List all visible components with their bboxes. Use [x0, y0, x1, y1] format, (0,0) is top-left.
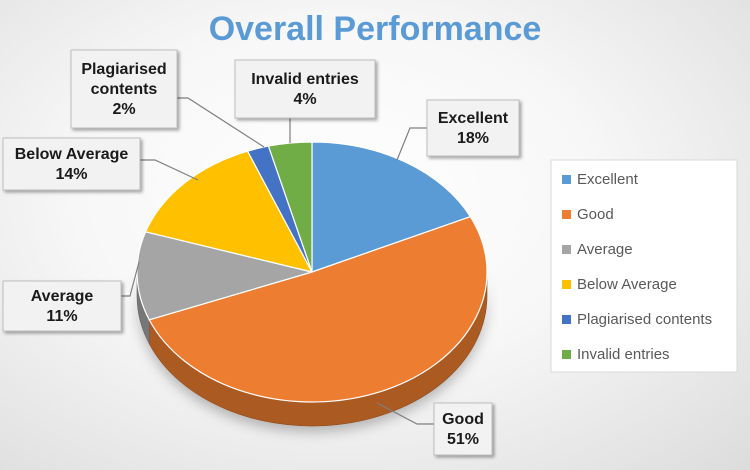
data-label-box [70, 49, 178, 129]
legend-swatch [562, 315, 571, 324]
legend-item-average: Average [562, 241, 633, 258]
chart-title: Overall Performance [209, 10, 542, 48]
data-label-value: 51% [447, 431, 479, 448]
legend-item-excellent: Excellent [562, 171, 639, 188]
data-label-category: Invalid entries [251, 71, 359, 88]
data-label-good: Good 51% [433, 402, 493, 456]
pie-slice-invalid-entries [267, 141, 313, 273]
legend-label: Plagiarised contents [577, 311, 712, 328]
data-label-category: contents [91, 81, 158, 98]
legend-label: Below Average [577, 276, 677, 293]
pie-slice-below-average [144, 150, 313, 273]
legend-item-below-average: Below Average [562, 276, 677, 293]
legend-swatch [562, 175, 571, 184]
pie-slice-excellent [311, 141, 471, 273]
data-label-box [2, 280, 122, 332]
leader-line-good [376, 402, 434, 425]
data-label-box [234, 59, 376, 119]
legend: Excellent Good Average Below Average Plagiar… [550, 159, 738, 373]
data-label-value: 11% [46, 308, 77, 325]
legend-swatch [562, 210, 571, 219]
data-label-category: Good [442, 411, 484, 428]
legend-swatch [562, 245, 571, 254]
leader-lines [121, 97, 434, 425]
data-label-invalid-entries: Invalid entries 4% [234, 59, 376, 119]
data-label-box [433, 402, 493, 456]
data-label-average: Average 11% [2, 280, 122, 332]
legend-item-plagiarised-contents: Plagiarised contents [562, 311, 712, 328]
leader-line-below-average [140, 159, 199, 181]
legend-swatch [562, 280, 571, 289]
data-label-box [2, 137, 141, 191]
legend-item-good: Good [562, 206, 614, 223]
data-label-excellent: Excellent 18% [426, 99, 520, 157]
leader-line-average [121, 261, 140, 297]
data-label-value: 4% [293, 91, 316, 108]
data-labels: Excellent 18% Good 51% Average 11% Below Avera… [2, 49, 520, 456]
leader-line-excellent [396, 127, 427, 161]
data-label-value: 2% [112, 101, 135, 118]
data-label-category: Excellent [438, 110, 509, 127]
data-label-category: Below Average [15, 146, 129, 163]
data-label-category: Plagiarised [81, 61, 166, 78]
legend-frame [550, 159, 738, 373]
legend-label: Good [577, 206, 614, 223]
pie-slice-average [136, 231, 313, 321]
pie-group [136, 141, 488, 427]
data-label-plagiarised-contents: Plagiarised contents 2% [70, 49, 178, 129]
legend-label: Invalid entries [577, 346, 670, 363]
legend-label: Average [577, 241, 633, 258]
legend-item-invalid-entries: Invalid entries [562, 346, 670, 363]
leader-line-plagiarised-contents [177, 97, 265, 148]
legend-label: Excellent [577, 171, 639, 188]
data-label-below-average: Below Average 14% [2, 137, 141, 191]
data-label-category: Average [31, 288, 94, 305]
data-label-value: 18% [457, 130, 489, 147]
data-label-value: 14% [55, 166, 87, 183]
data-label-box [426, 99, 520, 157]
legend-swatch [562, 350, 571, 359]
pie-slice-good [148, 216, 488, 403]
